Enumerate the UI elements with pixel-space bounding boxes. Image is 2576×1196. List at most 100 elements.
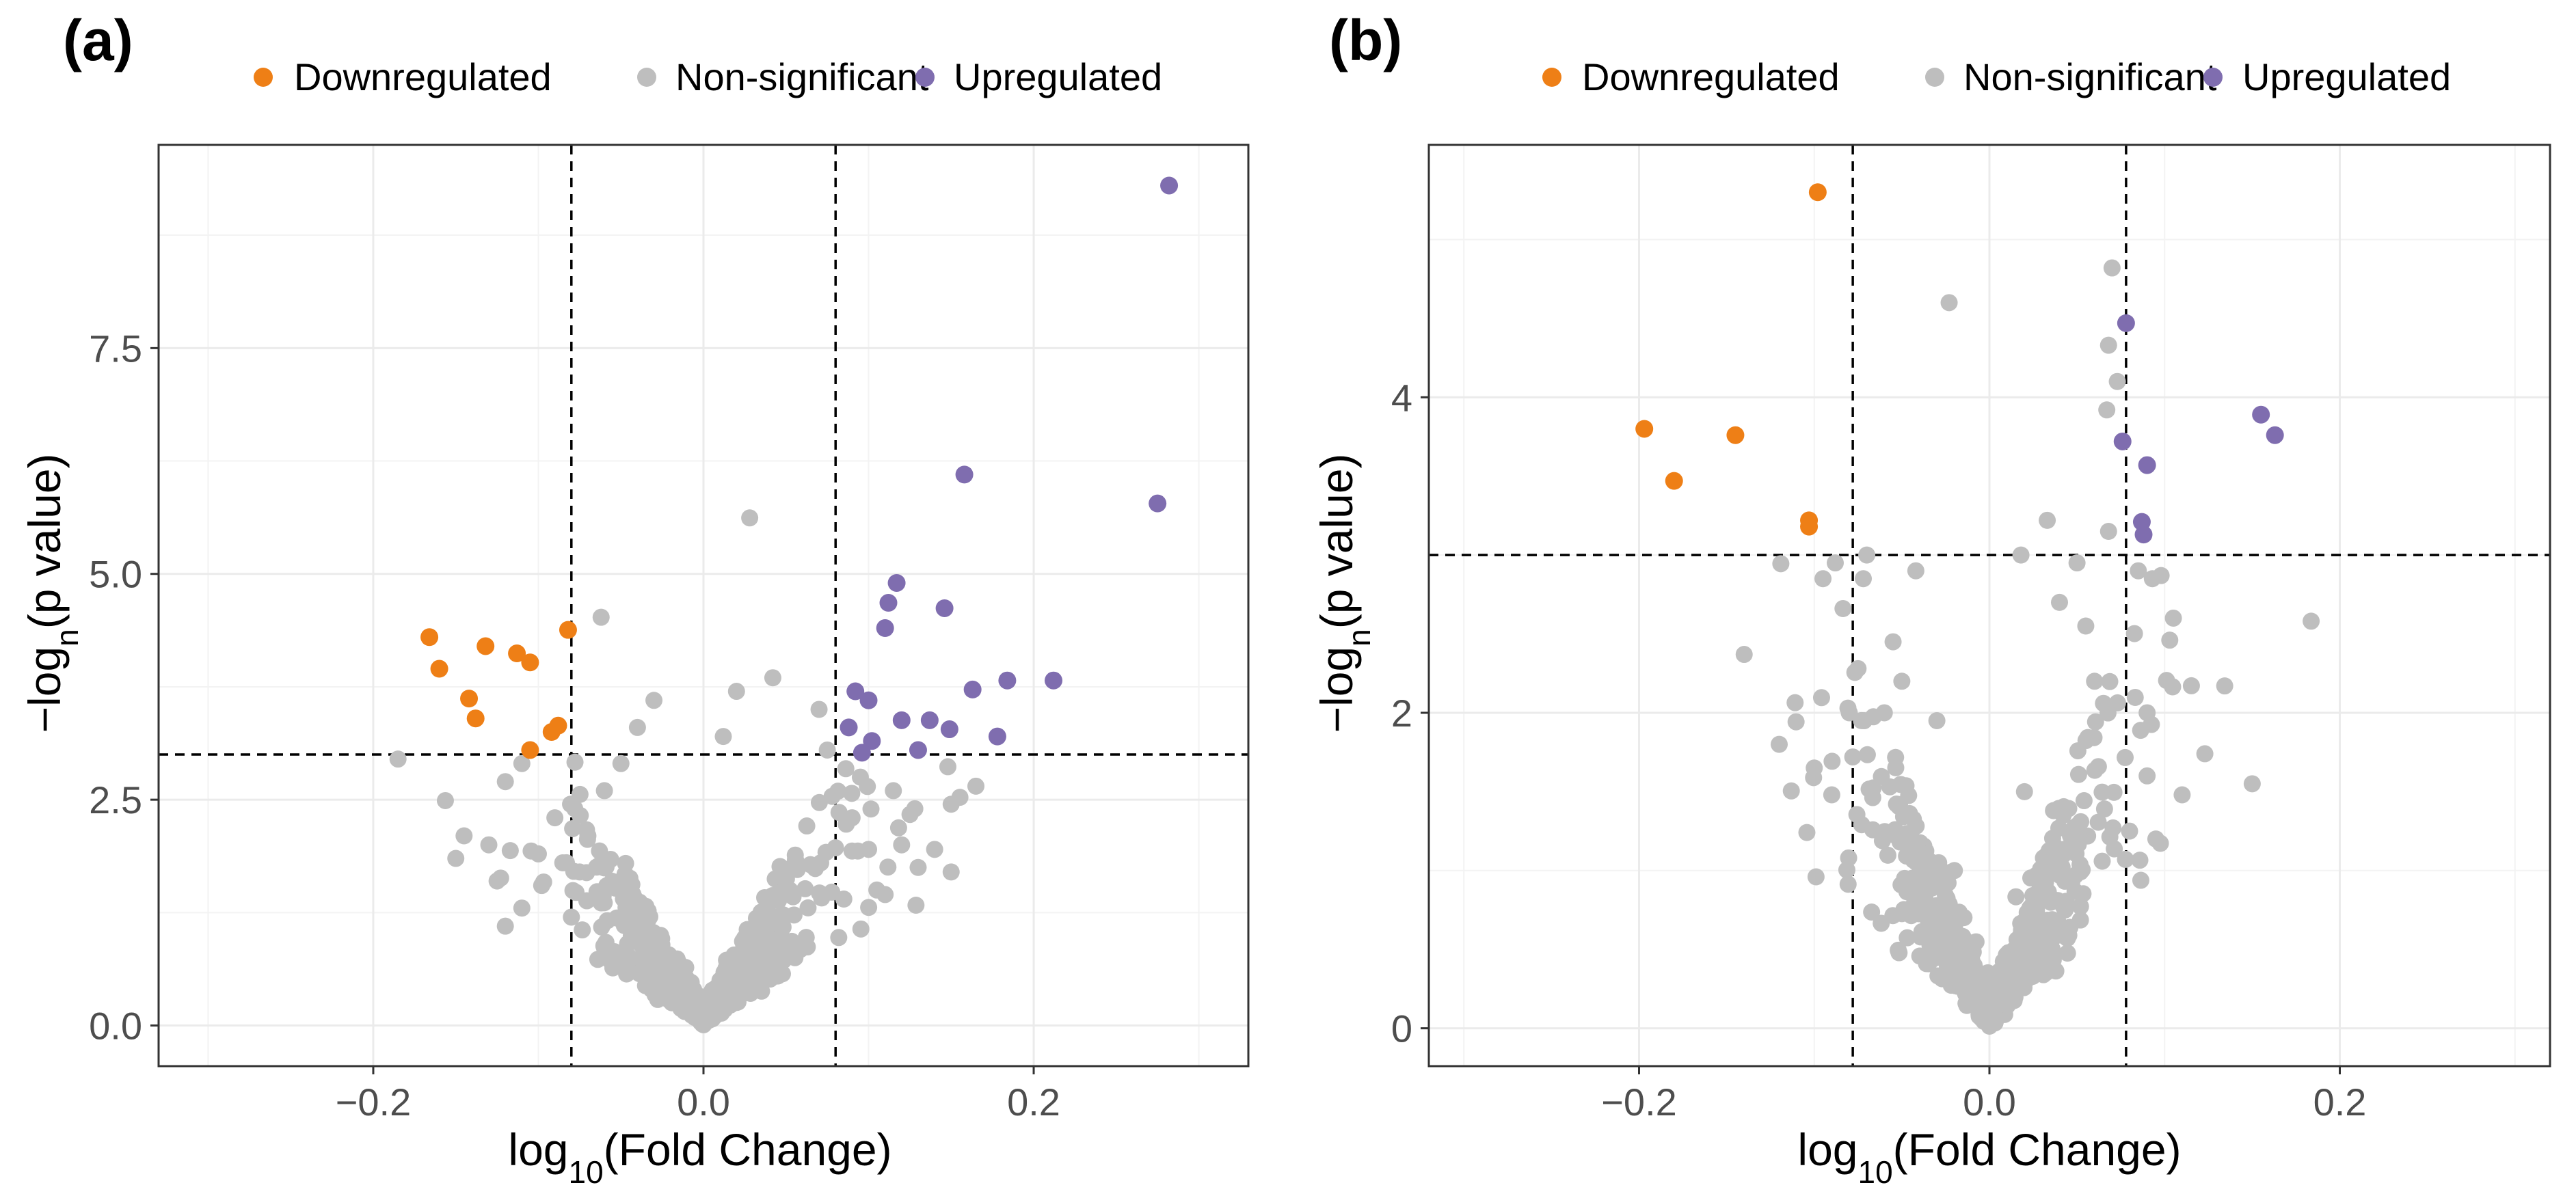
point-nonsignificant <box>893 836 911 854</box>
legend-dot-down <box>254 68 273 87</box>
point-nonsignificant <box>2071 856 2089 873</box>
point-nonsignificant <box>1879 846 1896 864</box>
point-nonsignificant <box>2147 830 2164 848</box>
point-nonsignificant <box>2105 783 2123 801</box>
point-nonsignificant <box>777 870 795 888</box>
point-nonsignificant <box>2164 609 2182 627</box>
point-nonsignificant <box>480 836 498 854</box>
point-nonsignificant <box>608 909 626 927</box>
point-downregulated <box>420 628 439 647</box>
point-nonsignificant <box>1955 954 1973 972</box>
point-nonsignificant <box>1806 759 1823 777</box>
point-nonsignificant <box>606 942 623 960</box>
point-nonsignificant <box>563 908 580 926</box>
point-nonsignificant <box>1898 825 1916 843</box>
point-nonsignificant <box>1873 767 1890 785</box>
point-nonsignificant <box>818 741 836 759</box>
plot-area: −0.2 0.0 0.2 0.0 2.5 5.0 7.5 <box>89 144 1250 1124</box>
point-nonsignificant <box>889 819 907 837</box>
point-nonsignificant <box>785 906 803 924</box>
point-nonsignificant <box>628 718 646 736</box>
point-nonsignificant <box>2079 729 2097 746</box>
point-nonsignificant <box>1921 852 1939 870</box>
point-nonsignificant <box>2173 786 2191 804</box>
point-nonsignificant <box>1992 988 2010 1006</box>
panel-b: (b) Downregulated Non-significant Upregu… <box>1311 8 2551 1190</box>
point-nonsignificant <box>907 896 925 914</box>
point-nonsignificant <box>571 863 589 881</box>
point-nonsignificant <box>876 886 894 903</box>
point-downregulated <box>466 709 485 728</box>
point-upregulated <box>840 718 858 737</box>
point-upregulated <box>853 744 871 762</box>
point-nonsignificant <box>860 841 878 858</box>
point-nonsignificant <box>2031 914 2049 932</box>
y-tick-label: 2 <box>1391 692 1412 735</box>
point-nonsignificant <box>796 880 814 897</box>
point-nonsignificant <box>2087 713 2104 731</box>
point-nonsignificant <box>572 806 589 824</box>
point-nonsignificant <box>2071 897 2089 915</box>
point-nonsignificant <box>2022 869 2039 887</box>
point-nonsignificant <box>595 782 613 800</box>
point-nonsignificant <box>2132 871 2149 889</box>
legend-label-down: Downregulated <box>1582 55 1840 98</box>
point-nonsignificant <box>436 791 454 809</box>
x-tick-label: 0.2 <box>2313 1081 2367 1124</box>
point-upregulated <box>879 594 898 612</box>
point-nonsignificant <box>590 857 608 875</box>
y-tick-label: 0 <box>1391 1007 1412 1050</box>
point-nonsignificant <box>496 917 514 935</box>
point-nonsignificant <box>830 929 848 947</box>
point-nonsignificant <box>2121 822 2138 840</box>
point-nonsignificant <box>1782 782 1800 800</box>
point-nonsignificant <box>554 854 572 871</box>
point-upregulated <box>1160 176 1179 195</box>
y-tick-label: 2.5 <box>89 778 142 821</box>
point-nonsignificant <box>513 755 531 772</box>
y-axis-title: −logn(p value) <box>19 454 85 733</box>
point-nonsignificant <box>2216 677 2233 695</box>
point-nonsignificant <box>2086 672 2104 690</box>
legend-dot-up <box>2203 68 2223 87</box>
legend-dot-ns <box>637 68 656 87</box>
point-nonsignificant <box>1798 824 1816 841</box>
point-nonsignificant <box>771 928 789 946</box>
point-nonsignificant <box>2095 694 2112 712</box>
point-downregulated <box>1635 420 1654 438</box>
point-nonsignificant <box>732 970 749 988</box>
point-downregulated <box>1808 183 1827 202</box>
point-nonsignificant <box>455 827 473 845</box>
point-nonsignificant <box>830 804 848 821</box>
point-nonsignificant <box>1931 868 1949 886</box>
x-tick-label: 0.0 <box>677 1081 730 1124</box>
point-downregulated <box>1726 426 1745 444</box>
point-nonsignificant <box>617 854 634 872</box>
point-upregulated <box>2113 432 2132 450</box>
point-nonsignificant <box>758 910 776 928</box>
point-nonsignificant <box>811 884 829 902</box>
point-nonsignificant <box>817 843 835 861</box>
point-nonsignificant <box>714 728 732 746</box>
point-upregulated <box>955 465 974 484</box>
point-nonsignificant <box>645 692 663 709</box>
point-nonsignificant <box>852 920 870 938</box>
point-nonsignificant <box>799 938 816 956</box>
legend-label-down: Downregulated <box>294 55 552 98</box>
point-nonsignificant <box>756 888 774 906</box>
point-nonsignificant <box>1884 633 1902 651</box>
point-nonsignificant <box>579 827 597 845</box>
point-nonsignificant <box>562 796 580 813</box>
point-nonsignificant <box>2138 704 2156 722</box>
point-nonsignificant <box>750 939 768 957</box>
point-nonsignificant <box>1887 748 1905 766</box>
point-upregulated <box>988 727 1006 746</box>
point-nonsignificant <box>741 509 759 527</box>
point-nonsignificant <box>2068 554 2086 572</box>
point-downregulated <box>1665 472 1683 490</box>
point-nonsignificant <box>1840 704 1858 722</box>
point-nonsignificant <box>648 951 666 969</box>
point-nonsignificant <box>618 965 636 983</box>
point-nonsignificant <box>589 951 606 968</box>
point-upregulated <box>876 619 894 638</box>
